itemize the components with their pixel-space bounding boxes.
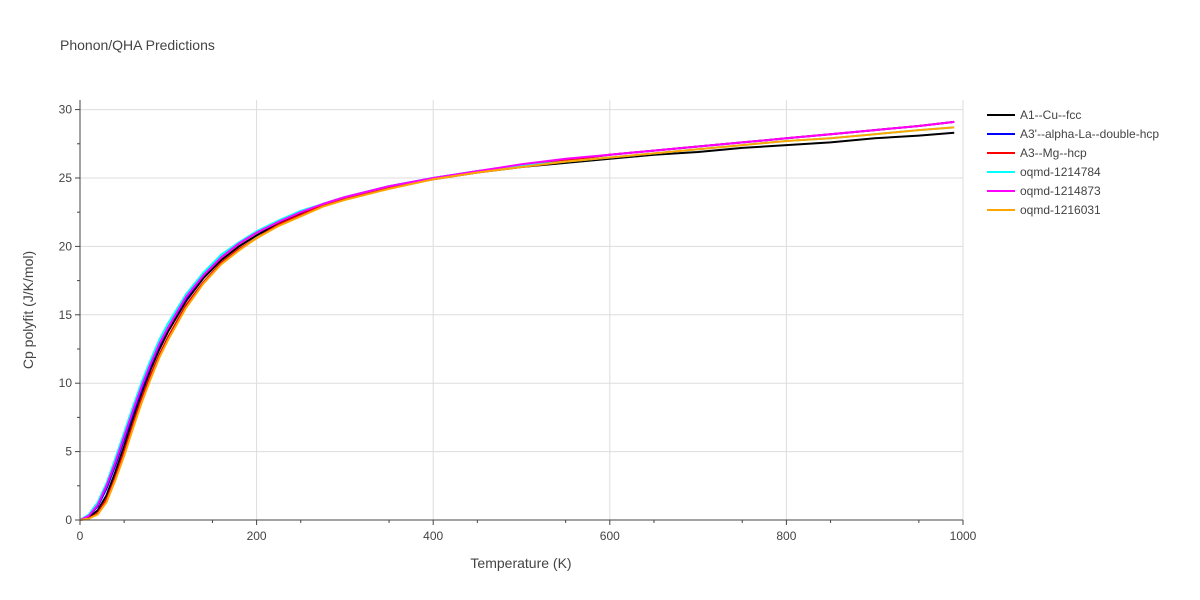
y-tick-label: 20 (59, 239, 73, 253)
legend-label: A1--Cu--fcc (1020, 108, 1081, 122)
x-axis-title: Temperature (K) (470, 555, 571, 571)
x-tick-label: 400 (423, 529, 443, 543)
legend-label: oqmd-1214784 (1020, 165, 1101, 179)
legend-label: oqmd-1214873 (1020, 184, 1101, 198)
legend-item[interactable]: oqmd-1216031 (987, 203, 1101, 217)
chart-title: Phonon/QHA Predictions (60, 37, 215, 53)
y-tick-label: 15 (59, 308, 73, 322)
series-line-A3--Mg--hcp (79, 120, 955, 521)
series-line-oqmd-1214784 (79, 126, 955, 521)
x-tick-label: 200 (247, 529, 267, 543)
y-tick-label: 5 (65, 445, 72, 459)
y-tick-label: 0 (65, 513, 72, 527)
legend-label: A3'--alpha-La--double-hcp (1020, 127, 1159, 141)
legend-item[interactable]: oqmd-1214784 (987, 165, 1101, 179)
legend-item[interactable]: A3--Mg--hcp (987, 146, 1087, 160)
axes: 0 5 10 15 20 25 30 0 200 400 600 800 1000 (59, 100, 977, 543)
series-line-oqmd-1216031 (79, 126, 955, 521)
legend-item[interactable]: A1--Cu--fcc (987, 108, 1081, 122)
y-tick-label: 30 (59, 103, 73, 117)
grid (80, 100, 964, 520)
series-line-oqmd-1214873 (79, 120, 955, 521)
legend-item[interactable]: A3'--alpha-La--double-hcp (987, 127, 1159, 141)
y-tick-label: 10 (59, 376, 73, 390)
y-tick-label: 25 (59, 171, 73, 185)
x-tick-label: 600 (600, 529, 620, 543)
legend-label: A3--Mg--hcp (1020, 146, 1087, 160)
x-tick-label: 1000 (950, 529, 977, 543)
y-axis-title: Cp polyfit (J/K/mol) (20, 251, 36, 369)
legend-item[interactable]: oqmd-1214873 (987, 184, 1101, 198)
series-line-A3'--alpha-La--double-hcp (79, 120, 955, 521)
legend: A1--Cu--fcc A3'--alpha-La--double-hcp A3--… (987, 108, 1159, 217)
series-line-A1--Cu--fcc (79, 131, 955, 521)
x-tick-label: 800 (776, 529, 796, 543)
x-tick-label: 0 (77, 529, 84, 543)
plot-area (79, 120, 955, 521)
legend-label: oqmd-1216031 (1020, 203, 1101, 217)
